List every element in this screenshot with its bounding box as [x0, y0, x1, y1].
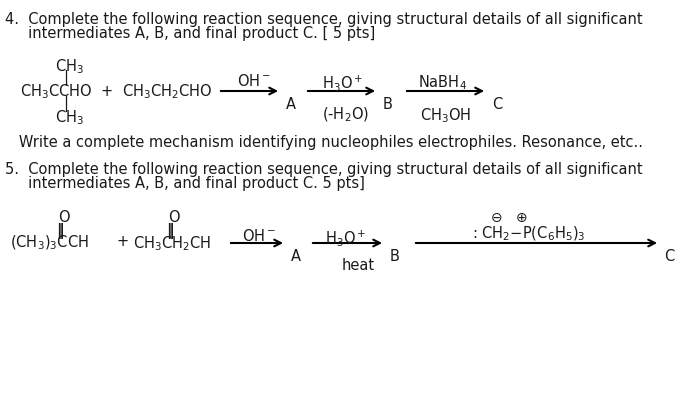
Text: |: |	[64, 96, 69, 112]
Text: : CH$_2$$-$P(C$_6$H$_5$)$_3$: : CH$_2$$-$P(C$_6$H$_5$)$_3$	[472, 225, 586, 243]
Text: intermediates A, B, and final product C. [ 5 pts]: intermediates A, B, and final product C.…	[5, 26, 375, 41]
Text: CH$_3$CH$_2$CH: CH$_3$CH$_2$CH	[133, 234, 211, 253]
Text: $\mathbf{\|}$: $\mathbf{\|}$	[166, 221, 174, 241]
Text: O: O	[168, 210, 180, 225]
Text: (-H$_2$O): (-H$_2$O)	[322, 106, 369, 124]
Text: OH$^-$: OH$^-$	[242, 228, 276, 244]
Text: H$_3$O$^+$: H$_3$O$^+$	[325, 228, 366, 248]
Text: intermediates A, B, and final product C. 5 pts]: intermediates A, B, and final product C.…	[5, 176, 365, 191]
Text: heat: heat	[342, 258, 375, 273]
Text: $\ominus$: $\ominus$	[490, 211, 503, 225]
Text: +: +	[116, 234, 128, 249]
Text: 4.  Complete the following reaction sequence, giving structural details of all s: 4. Complete the following reaction seque…	[5, 12, 643, 27]
Text: Write a complete mechanism identifying nucleophiles electrophiles. Resonance, et: Write a complete mechanism identifying n…	[5, 135, 643, 150]
Text: $\mathbf{\|}$: $\mathbf{\|}$	[56, 221, 64, 241]
Text: O: O	[58, 210, 69, 225]
Text: CH$_3$: CH$_3$	[55, 108, 84, 127]
Text: A: A	[291, 249, 301, 264]
Text: CH$_3$: CH$_3$	[55, 57, 84, 76]
Text: C: C	[664, 249, 674, 264]
Text: NaBH$_4$: NaBH$_4$	[418, 73, 467, 92]
Text: $\oplus$: $\oplus$	[515, 211, 527, 225]
Text: |: |	[64, 70, 69, 86]
Text: CH$_3$OH: CH$_3$OH	[420, 106, 471, 125]
Text: CH$_3$CCHO  +  CH$_3$CH$_2$CHO: CH$_3$CCHO + CH$_3$CH$_2$CHO	[20, 82, 213, 101]
Text: B: B	[383, 97, 393, 112]
Text: 5.  Complete the following reaction sequence, giving structural details of all s: 5. Complete the following reaction seque…	[5, 162, 643, 177]
Text: (CH$_3$)$_3$CCH: (CH$_3$)$_3$CCH	[10, 234, 89, 252]
Text: OH$^-$: OH$^-$	[237, 73, 271, 89]
Text: C: C	[492, 97, 503, 112]
Text: A: A	[286, 97, 296, 112]
Text: H$_3$O$^+$: H$_3$O$^+$	[322, 73, 363, 93]
Text: B: B	[390, 249, 400, 264]
